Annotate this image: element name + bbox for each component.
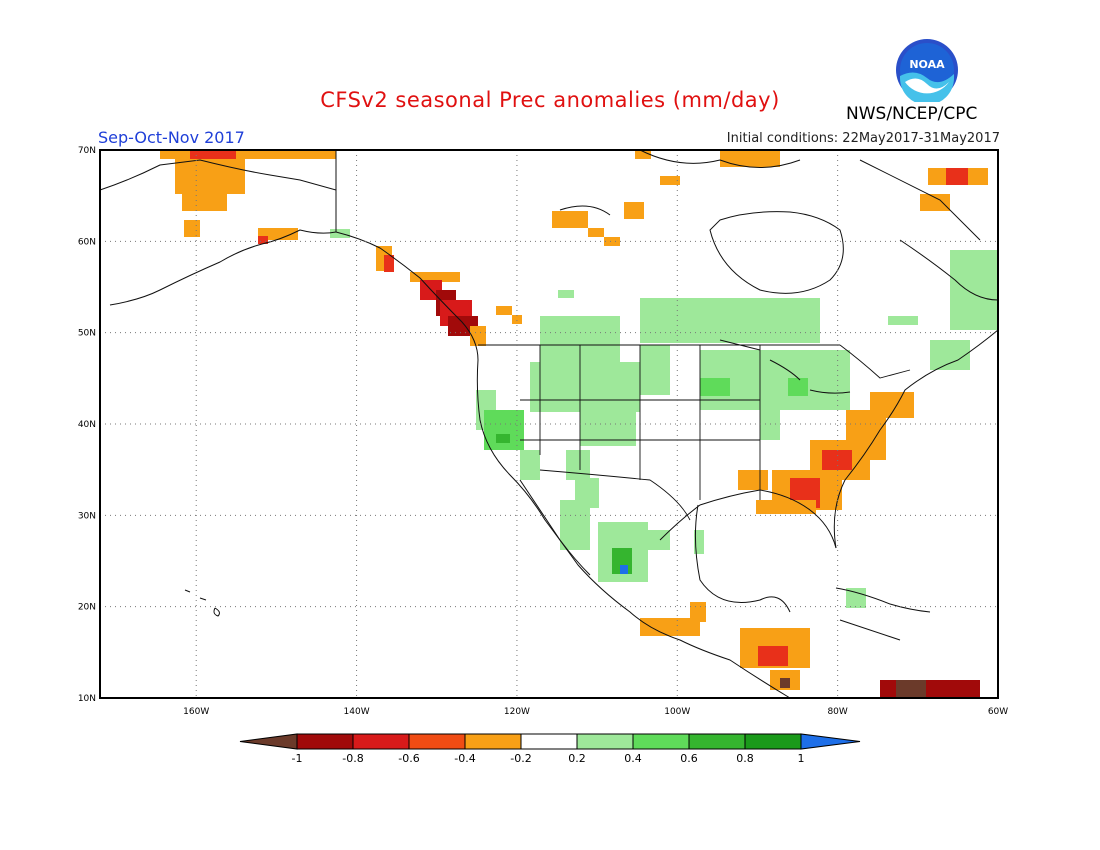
colorbar-swatch	[744, 733, 802, 750]
lon-label: 140W	[344, 707, 370, 717]
colorbar-tick-label: -1	[292, 752, 303, 765]
map-frame	[99, 149, 999, 699]
anomaly-cells	[160, 150, 998, 698]
colorbar-swatch	[352, 733, 410, 750]
lat-labels: 70N 60N 50N 40N 30N 20N 10N	[78, 146, 96, 704]
colorbar-tick-label: 0.6	[680, 752, 698, 765]
lon-label: 100W	[664, 707, 690, 717]
colorbar-swatch	[688, 733, 746, 750]
noaa-logo-icon: NOAA	[895, 38, 959, 105]
colorbar-tick-label: -0.2	[510, 752, 531, 765]
colorbar-swatch	[296, 733, 354, 750]
lat-label: 10N	[78, 694, 96, 704]
lat-label: 70N	[78, 146, 96, 156]
colorbar-swatch	[632, 733, 690, 750]
lon-label: 160W	[183, 707, 209, 717]
initial-conditions-label: Initial conditions: 22May2017-31May2017	[726, 131, 1000, 146]
colorbar-swatch	[464, 733, 522, 750]
lat-label: 30N	[78, 511, 96, 521]
lat-label: 20N	[78, 603, 96, 613]
lat-label: 40N	[78, 420, 96, 430]
lat-label: 50N	[78, 329, 96, 339]
colorbar-tick-label: 0.8	[736, 752, 754, 765]
colorbar-tick-label: 1	[798, 752, 805, 765]
colorbar: -1 -0.8 -0.6 -0.4 -0.2 0.2 0.4 0.6 0.8 1	[239, 733, 861, 765]
agency-label: NWS/NCEP/CPC	[846, 104, 978, 124]
chart-title: CFSv2 seasonal Prec anomalies (mm/day)	[320, 88, 780, 112]
colorbar-tick-label: -0.4	[454, 752, 475, 765]
colorbar-low-arrow	[239, 733, 298, 750]
lon-label: 120W	[504, 707, 530, 717]
borders	[478, 344, 911, 521]
colorbar-tick-label: -0.8	[342, 752, 363, 765]
colorbar-swatch	[576, 733, 634, 750]
colorbar-tick-label: 0.2	[568, 752, 586, 765]
colorbar-tick-label: 0.4	[624, 752, 642, 765]
colorbar-swatch	[408, 733, 466, 750]
colorbar-high-arrow	[800, 733, 861, 750]
colorbar-swatch	[520, 733, 578, 750]
lon-label: 60W	[988, 707, 1008, 717]
lon-labels: 160W 140W 120W 100W 80W 60W	[183, 707, 1008, 717]
lon-label: 80W	[827, 707, 847, 717]
noaa-logo-text: NOAA	[909, 58, 945, 71]
colorbar-tick-label: -0.6	[398, 752, 419, 765]
period-label: Sep-Oct-Nov 2017	[98, 128, 245, 147]
lat-label: 60N	[78, 237, 96, 247]
